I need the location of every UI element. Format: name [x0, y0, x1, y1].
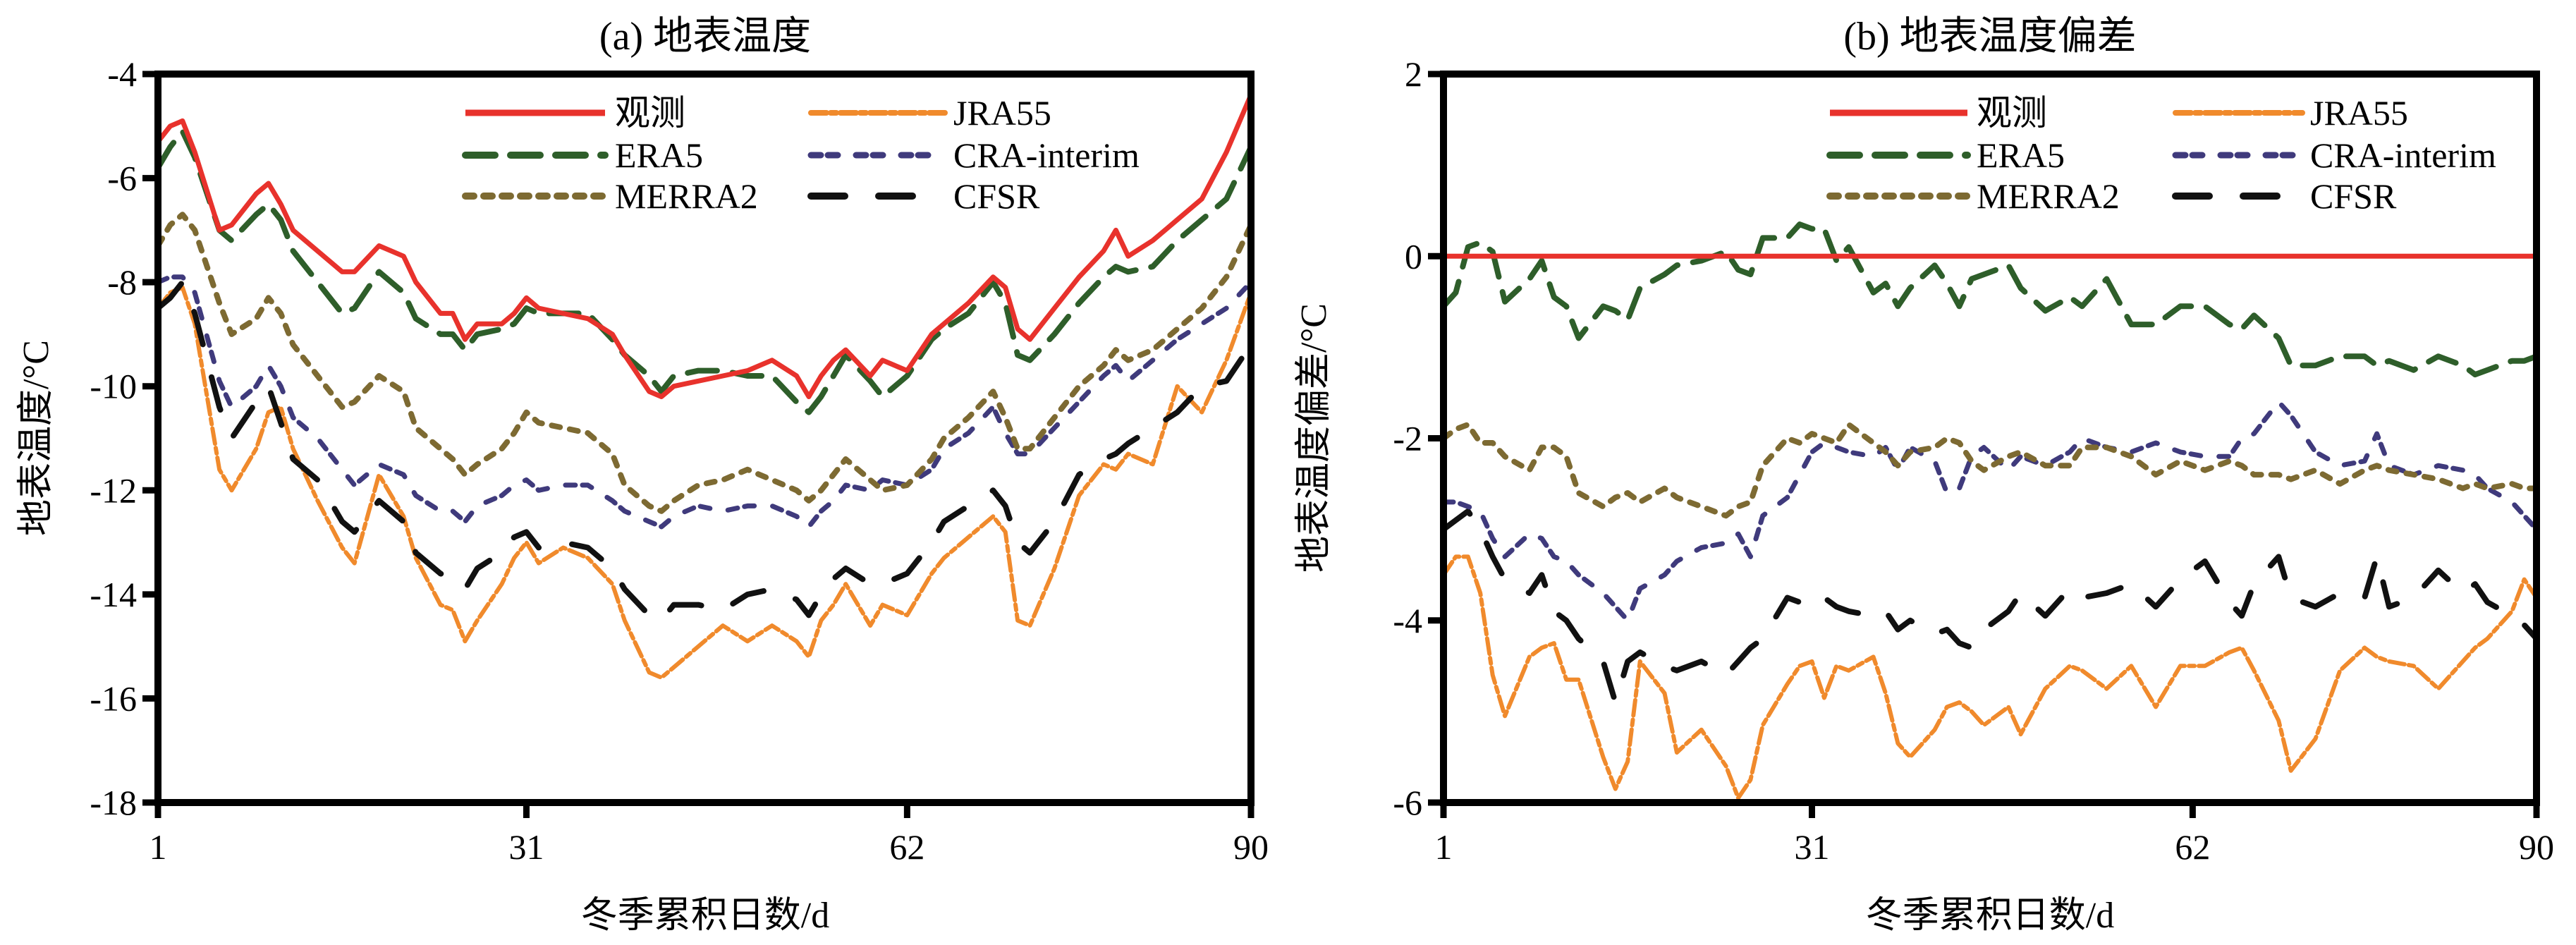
series-line-cra-interim	[158, 274, 1251, 530]
plot-area	[1443, 221, 2537, 800]
legend-label: MERRA2	[1977, 176, 2120, 216]
series-line-era5	[1443, 221, 2537, 378]
series-line-jra55	[158, 285, 1251, 680]
legend-item: JRA55	[808, 93, 1051, 133]
panel-a-x-axis-label: 冬季累积日数/d	[581, 896, 829, 936]
panel-b-series	[1443, 221, 2537, 800]
panel-a-title: (a) 地表温度	[599, 15, 811, 59]
panel-a-series	[158, 94, 1251, 680]
legend-label: CFSR	[2310, 176, 2397, 216]
y-tick-label: -4	[107, 54, 137, 94]
legend-item: CFSR	[807, 176, 1040, 216]
x-tick-label: 31	[508, 827, 544, 867]
legend-label: CRA-interim	[2310, 135, 2496, 175]
legend-label: JRA55	[953, 93, 1051, 133]
panel-b-legend: 观测 JRA55 ERA5 CRA-interim MERRA2 CFSR	[1826, 93, 2496, 216]
y-tick-label: -6	[1393, 783, 1422, 822]
panel-b: (b) 地表温度偏差 2 0 -2 -4 -6 1 31 62 90 冬季累积日数/d 地表温…	[1294, 15, 2554, 936]
panel-a-y-ticks: -4 -6 -8 -10 -12 -14 -16 -18	[90, 54, 158, 822]
legend-item: ERA5	[462, 135, 703, 175]
y-tick-label: -16	[90, 678, 137, 718]
y-tick-label: -12	[90, 470, 137, 510]
panel-b-x-ticks: 1 31 62 90	[1435, 803, 2554, 867]
y-tick-label: 2	[1405, 54, 1422, 94]
legend-item: 观测	[465, 93, 685, 133]
legend-label: CRA-interim	[953, 135, 1140, 175]
legend-item: 观测	[1830, 93, 2047, 133]
legend-label: ERA5	[1977, 135, 2065, 175]
legend-item: JRA55	[2173, 93, 2408, 133]
y-tick-label: 0	[1405, 236, 1422, 276]
y-tick-label: -8	[107, 262, 137, 302]
x-tick-label: 31	[1794, 827, 1829, 867]
series-line-jra55	[1443, 554, 2537, 800]
legend-item: MERRA2	[1826, 176, 2120, 216]
series-line-cra-interim	[1443, 399, 2537, 623]
series-line-cfsr	[158, 279, 1251, 623]
panel-b-y-axis-label: 地表温度偏差/°C	[1294, 303, 1334, 573]
panel-b-title: (b) 地表温度偏差	[1843, 15, 2136, 59]
y-tick-label: -6	[107, 159, 137, 198]
series-line-observed	[158, 94, 1251, 399]
x-tick-label: 62	[889, 827, 924, 867]
legend-label: 观测	[1977, 93, 2047, 133]
legend-item: CRA-interim	[807, 135, 1140, 175]
y-tick-label: -4	[1393, 601, 1422, 640]
series-line-era5	[158, 128, 1251, 415]
y-tick-label: -10	[90, 367, 137, 406]
x-tick-label: 1	[149, 827, 167, 867]
y-tick-label: -14	[90, 575, 137, 614]
legend-item: CRA-interim	[2172, 135, 2496, 175]
plot-area	[158, 94, 1251, 680]
y-tick-label: -18	[90, 783, 137, 822]
legend-label: 观测	[615, 93, 685, 133]
legend-label: MERRA2	[615, 176, 758, 216]
panel-a-y-axis-label: 地表温度/°C	[16, 340, 56, 536]
panel-a-x-ticks: 1 31 62 90	[149, 803, 1269, 867]
panel-b-y-ticks: 2 0 -2 -4 -6	[1393, 54, 1443, 822]
x-tick-label: 1	[1435, 827, 1453, 867]
y-tick-label: -2	[1393, 419, 1422, 458]
legend-item: MERRA2	[462, 176, 758, 216]
x-tick-label: 90	[2519, 827, 2554, 867]
legend-label: JRA55	[2310, 93, 2408, 133]
panel-b-x-axis-label: 冬季累积日数/d	[1866, 896, 2114, 936]
x-tick-label: 62	[2175, 827, 2210, 867]
legend-item: ERA5	[1826, 135, 2065, 175]
legend-label: ERA5	[615, 135, 703, 175]
panel-a-legend: 观测 JRA55 ERA5 CRA-interim MERRA2 CFSR	[462, 93, 1140, 216]
series-line-merra2	[1443, 422, 2537, 519]
panel-a: (a) 地表温度 -4 -6 -8 -10 -12 -14 -16 -18 1 31 62 90 冬…	[16, 15, 1269, 936]
panel-a-frame	[154, 71, 1255, 806]
legend-item: CFSR	[2172, 176, 2397, 216]
series-line-merra2	[158, 212, 1251, 514]
series-line-cfsr	[1443, 508, 2537, 705]
legend-label: CFSR	[953, 176, 1040, 216]
x-tick-label: 90	[1233, 827, 1269, 867]
